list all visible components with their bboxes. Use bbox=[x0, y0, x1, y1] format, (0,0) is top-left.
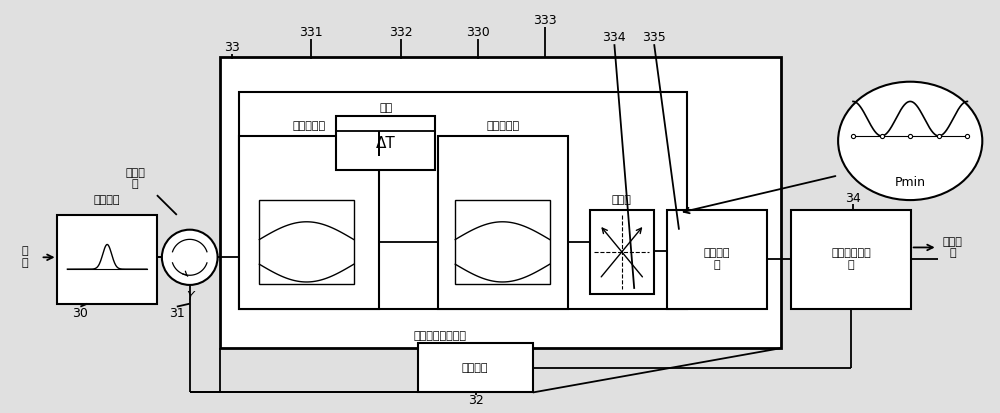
Bar bbox=[418, 343, 533, 392]
Text: 光功率计: 光功率计 bbox=[462, 363, 488, 373]
Text: 331: 331 bbox=[299, 26, 323, 39]
Bar bbox=[455, 200, 550, 284]
Text: 32: 32 bbox=[468, 394, 484, 407]
Text: 33: 33 bbox=[224, 40, 239, 54]
Text: Pmin: Pmin bbox=[895, 176, 926, 189]
Bar bbox=[259, 200, 354, 284]
Circle shape bbox=[162, 230, 218, 285]
Text: 信
号: 信 号 bbox=[21, 247, 28, 268]
Text: 控制与运算单
元: 控制与运算单 元 bbox=[831, 249, 871, 270]
Bar bbox=[438, 136, 568, 309]
Text: 偏振分束器: 偏振分束器 bbox=[293, 121, 326, 131]
Text: 光耦合
器: 光耦合 器 bbox=[125, 168, 145, 189]
Bar bbox=[57, 215, 157, 304]
Text: 34: 34 bbox=[845, 192, 861, 204]
Text: 噪声功率测量单元: 噪声功率测量单元 bbox=[414, 331, 467, 341]
Text: 光滤波器: 光滤波器 bbox=[94, 195, 120, 205]
Text: 330: 330 bbox=[466, 26, 490, 39]
Bar bbox=[239, 92, 687, 309]
Text: 偏振片: 偏振片 bbox=[611, 195, 631, 205]
Text: 光信噪
比: 光信噪 比 bbox=[943, 237, 962, 258]
Text: ΔT: ΔT bbox=[376, 136, 396, 151]
Text: Y: Y bbox=[186, 290, 194, 303]
Text: 光频谱模
块: 光频谱模 块 bbox=[704, 249, 730, 270]
Text: 30: 30 bbox=[72, 307, 88, 320]
Bar bbox=[336, 116, 435, 171]
Bar bbox=[590, 210, 654, 294]
Text: 333: 333 bbox=[533, 14, 557, 27]
Bar bbox=[791, 210, 911, 309]
Text: 31: 31 bbox=[169, 307, 185, 320]
Text: 332: 332 bbox=[389, 26, 412, 39]
Text: 334: 334 bbox=[603, 31, 626, 44]
Text: 偏振合束器: 偏振合束器 bbox=[486, 121, 520, 131]
Bar bbox=[220, 57, 781, 348]
Text: 时延: 时延 bbox=[379, 103, 392, 113]
Bar bbox=[667, 210, 767, 309]
Ellipse shape bbox=[838, 82, 982, 200]
Bar bbox=[239, 136, 379, 309]
Text: 335: 335 bbox=[642, 31, 666, 44]
